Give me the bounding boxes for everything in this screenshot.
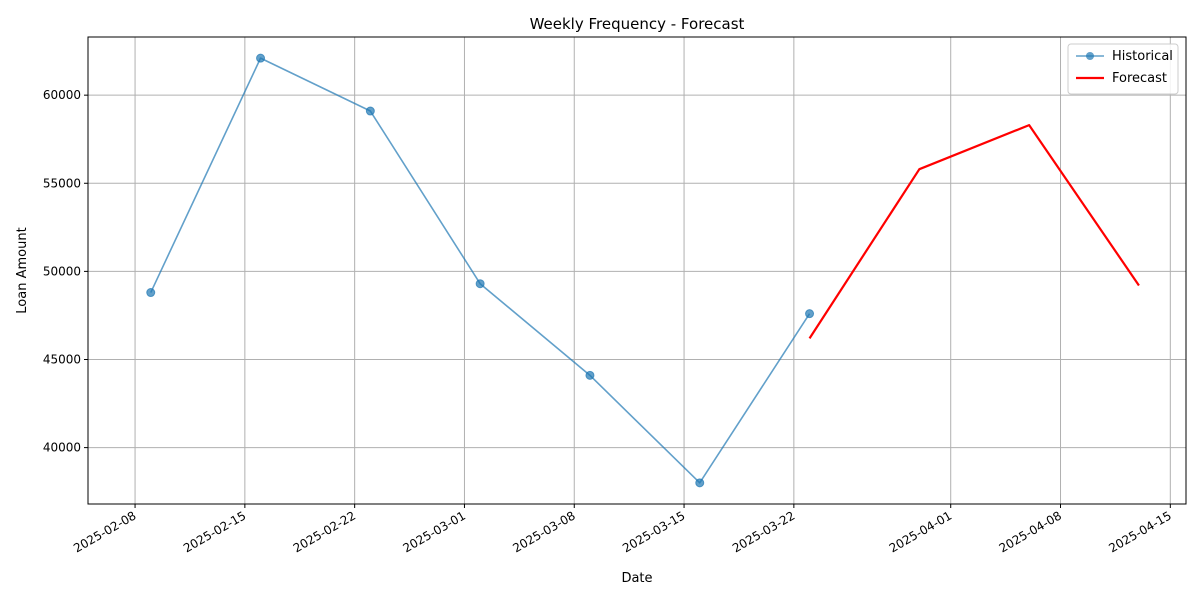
data-point-historical <box>695 478 705 488</box>
y-tick-label: 50000 <box>43 264 81 278</box>
y-tick-label: 60000 <box>43 88 81 102</box>
legend-marker-historical <box>1086 52 1094 60</box>
legend-label-historical: Historical <box>1112 49 1173 64</box>
data-point-historical <box>256 53 266 63</box>
chart-title: Weekly Frequency - Forecast <box>530 15 745 33</box>
data-point-historical <box>805 309 815 319</box>
data-point-historical <box>365 106 375 116</box>
data-point-historical <box>585 370 595 380</box>
y-tick-label: 40000 <box>43 441 81 455</box>
x-axis-title: Date <box>621 571 652 586</box>
series-line-forecast <box>808 124 1140 339</box>
plot-area-frame <box>87 36 1187 505</box>
y-tick-label: 55000 <box>43 176 81 190</box>
legend: Historical Forecast <box>1067 43 1179 95</box>
grid-lines <box>88 37 1186 504</box>
data-point-historical <box>475 279 485 289</box>
y-axis-title: Loan Amount <box>15 227 30 313</box>
data-point-historical <box>146 288 156 298</box>
legend-label-forecast: Forecast <box>1112 71 1167 86</box>
y-axis-ticks: 40000 45000 50000 55000 60000 <box>43 88 88 455</box>
series-layer <box>146 53 1140 488</box>
y-tick-label: 45000 <box>43 352 81 366</box>
